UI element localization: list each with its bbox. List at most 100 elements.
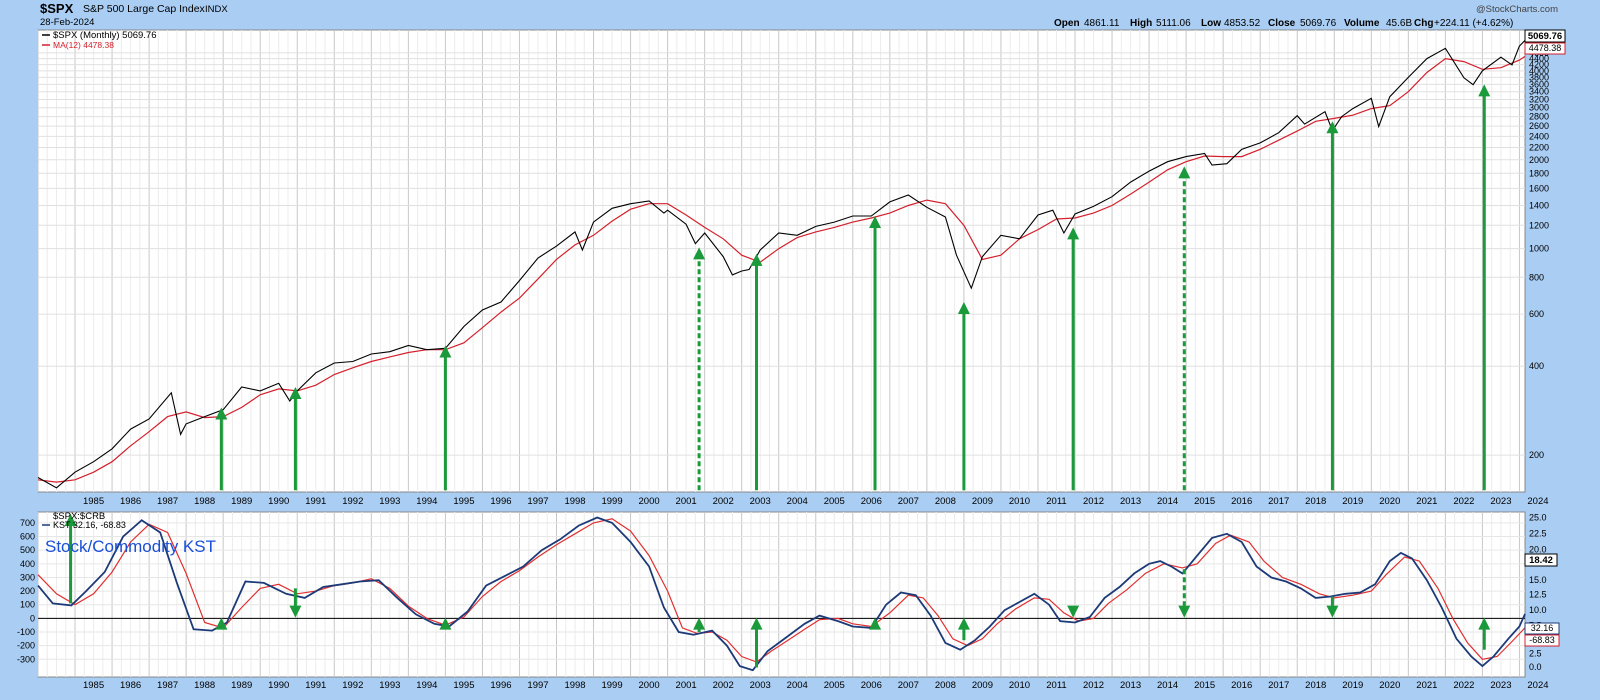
x-tick-label: 1992 — [342, 496, 363, 507]
kst-signal-arrow — [215, 617, 228, 630]
kst-line — [37, 516, 1526, 672]
arrow-head — [693, 247, 706, 260]
kst-signal-arrow — [1326, 596, 1339, 618]
x-tick-label: 1989 — [231, 496, 252, 507]
x-tick-label: 2011 — [1046, 496, 1066, 507]
x-tick-label: 2012 — [1083, 496, 1104, 507]
arrow-head — [1478, 84, 1491, 97]
x-tick-label: 1997 — [527, 496, 548, 507]
arrow-head — [1067, 227, 1080, 240]
x-tick-label: 2019 — [1342, 496, 1363, 507]
arrow-head — [289, 605, 302, 618]
low-label: Low — [1201, 18, 1221, 29]
price-signal-arrow — [215, 407, 228, 491]
kst-annotation: Stock/Commodity KST — [45, 537, 216, 556]
kst-left-tick-label: 700 — [20, 518, 35, 528]
x-tick-label: 1987 — [157, 680, 178, 691]
arrow-head — [1326, 605, 1339, 618]
price-panel — [37, 29, 1526, 493]
x-tick-label: 1996 — [490, 680, 511, 691]
high-value: 5111.06 — [1156, 18, 1191, 29]
ratio-last-value-tag: 18.42 — [1524, 553, 1558, 567]
x-tick-label: 2001 — [676, 496, 697, 507]
kst-signal-arrow — [693, 617, 706, 632]
kst-legend-label: KST 32.16, -68.83 — [53, 520, 126, 530]
grid — [37, 30, 1525, 677]
x-tick-label: 2002 — [713, 680, 734, 691]
price-y-tick-label: 1200 — [1529, 220, 1549, 230]
open-label: Open — [1054, 18, 1080, 29]
price-signal-arrow — [289, 387, 302, 491]
arrow-head — [439, 345, 452, 358]
kst-signal-last-value: -68.83 — [1529, 635, 1555, 645]
kst-legend: $SPX:$CRB KST 32.16, -68.83 Stock/Commod… — [42, 511, 216, 556]
arrow-head — [693, 617, 706, 630]
x-tick-label: 2024 — [1527, 496, 1548, 507]
exchange-label: INDX — [205, 4, 228, 15]
x-tick-label: 2017 — [1268, 496, 1289, 507]
ma-last-value: 4478.38 — [1529, 43, 1562, 53]
ratio-last-value: 18.42 — [1529, 555, 1553, 566]
x-tick-label: 2002 — [713, 496, 734, 507]
arrow-head — [957, 301, 970, 314]
price-y-tick-label: 4200 — [1529, 60, 1549, 70]
arrow-head — [1178, 605, 1191, 618]
high-label: High — [1130, 18, 1152, 29]
volume-value: 45.6B — [1386, 18, 1412, 29]
kst-right-tick-label: 10.0 — [1529, 605, 1547, 615]
price-y-tick-label: 800 — [1529, 272, 1544, 282]
arrow-head — [750, 617, 763, 630]
price-y-tick-label: 200 — [1529, 450, 1544, 460]
x-tick-label: 2023 — [1490, 496, 1511, 507]
open-value: 4861.11 — [1084, 18, 1120, 29]
kst-left-tick-label: 300 — [20, 572, 35, 582]
x-tick-label: 2020 — [1379, 680, 1400, 691]
x-tick-label: 2011 — [1046, 680, 1066, 691]
x-tick-label: 1988 — [194, 496, 215, 507]
arrow-head — [439, 617, 452, 630]
kst-last-value: 32.16 — [1531, 623, 1554, 633]
kst-last-value-tag: 32.16 — [1524, 622, 1560, 635]
x-tick-label: 1994 — [416, 496, 437, 507]
price-y-tick-label: 4000 — [1529, 66, 1549, 76]
price-signal-arrow — [869, 216, 882, 491]
price-signal-arrow — [1326, 121, 1339, 491]
x-tick-label: 1985 — [83, 680, 104, 691]
x-tick-label: 1997 — [527, 680, 548, 691]
x-tick-label: 1990 — [268, 496, 289, 507]
x-tick-label: 2020 — [1379, 496, 1400, 507]
price-signal-arrow — [439, 345, 452, 491]
kst-signal-arrow — [750, 617, 763, 668]
x-tick-label: 1994 — [416, 680, 437, 691]
x-tick-label: 1999 — [601, 496, 622, 507]
symbol-title: $SPX — [40, 1, 74, 16]
arrow-head — [1067, 605, 1080, 618]
kst-left-tick-label: 0 — [30, 613, 35, 623]
x-tick-label: 2018 — [1305, 496, 1326, 507]
kst-right-tick-label: 25.0 — [1529, 512, 1547, 522]
x-tick-label: 1988 — [194, 680, 215, 691]
arrow-head — [1178, 166, 1191, 179]
x-tick-label: 1990 — [268, 680, 289, 691]
arrow-head — [869, 617, 882, 630]
x-tick-label: 1993 — [379, 496, 400, 507]
x-tick-label: 2000 — [639, 496, 660, 507]
kst-left-tick-label: -100 — [17, 627, 35, 637]
x-tick-label: 2015 — [1194, 496, 1215, 507]
volume-label: Volume — [1344, 18, 1380, 29]
price-y-tick-label: 2400 — [1529, 131, 1549, 141]
chart-date: 28-Feb-2024 — [40, 17, 94, 28]
ma-last-value-tag: 4478.38 — [1524, 42, 1566, 55]
kst-signal-arrow — [869, 617, 882, 630]
x-tick-label: 1999 — [601, 680, 622, 691]
kst-right-tick-label: 0.0 — [1529, 662, 1542, 672]
kst-right-tick-label: 2.5 — [1529, 648, 1542, 658]
x-tick-label: 2004 — [787, 680, 808, 691]
price-last-value: 5069.76 — [1528, 31, 1562, 42]
price-y-tick-label: 1000 — [1529, 244, 1549, 254]
x-tick-label: 2021 — [1416, 496, 1437, 507]
arrow-head — [750, 253, 763, 266]
price-y-tick-label: 1600 — [1529, 183, 1549, 193]
kst-signal-arrow — [439, 617, 452, 630]
